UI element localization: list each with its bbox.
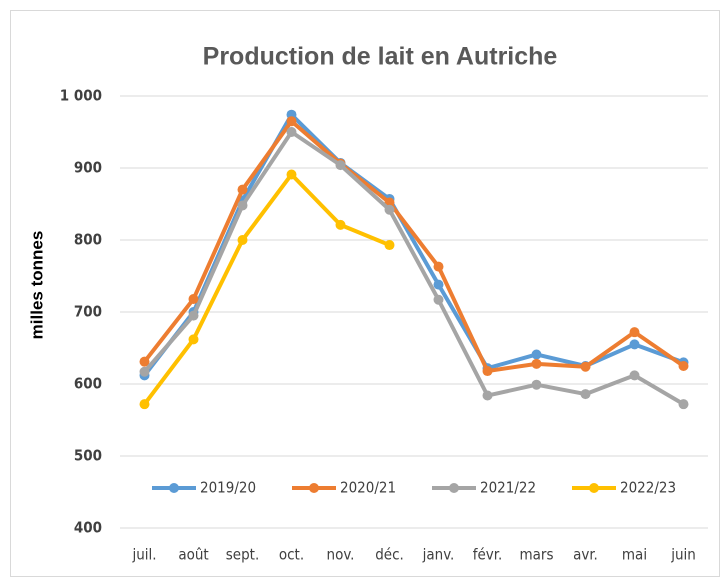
legend-marker bbox=[309, 483, 319, 493]
legend-label: 2022/23 bbox=[620, 479, 676, 497]
x-tick-label: oct. bbox=[279, 546, 304, 564]
data-point bbox=[482, 390, 493, 401]
legend-label: 2021/22 bbox=[480, 479, 536, 497]
data-point bbox=[139, 399, 150, 410]
series-line bbox=[142, 172, 391, 406]
data-point bbox=[286, 127, 297, 137]
data-point bbox=[286, 116, 297, 127]
data-point bbox=[531, 358, 542, 369]
legend-marker bbox=[589, 483, 599, 493]
series-line bbox=[142, 119, 685, 374]
data-point bbox=[237, 200, 248, 211]
data-point bbox=[629, 370, 640, 381]
legend-label: 2020/21 bbox=[340, 479, 396, 497]
data-point bbox=[580, 361, 591, 372]
data-point bbox=[531, 349, 542, 360]
legend-label: 2019/20 bbox=[200, 479, 256, 497]
y-tick-label: 600 bbox=[74, 375, 102, 393]
data-point bbox=[580, 389, 591, 400]
data-point bbox=[188, 294, 199, 305]
data-point bbox=[237, 184, 248, 195]
x-tick-label: févr. bbox=[473, 546, 503, 564]
data-point bbox=[433, 261, 444, 272]
x-tick-label: déc. bbox=[375, 546, 404, 564]
x-tick-label: juil. bbox=[131, 546, 156, 564]
x-tick-label: janv. bbox=[422, 546, 455, 564]
data-point bbox=[678, 361, 689, 371]
data-point bbox=[629, 339, 640, 350]
legend-marker bbox=[169, 483, 179, 493]
data-point bbox=[335, 160, 346, 171]
y-tick-label: 700 bbox=[74, 303, 102, 321]
x-tick-label: nov. bbox=[327, 546, 355, 564]
data-point bbox=[433, 279, 444, 290]
x-tick-label: sept. bbox=[226, 546, 259, 564]
data-point bbox=[433, 294, 444, 305]
x-tick-label: mai bbox=[622, 546, 647, 564]
y-tick-label: 900 bbox=[74, 159, 102, 177]
data-point bbox=[629, 327, 640, 338]
data-point bbox=[188, 310, 199, 321]
data-point bbox=[531, 379, 542, 390]
data-point bbox=[237, 235, 248, 245]
y-tick-label: 500 bbox=[74, 447, 102, 465]
data-point bbox=[335, 219, 346, 230]
x-tick-label: avr. bbox=[573, 546, 598, 564]
data-point bbox=[384, 204, 395, 215]
y-axis-label: milles tonnes bbox=[27, 231, 46, 340]
legend-marker bbox=[449, 483, 459, 493]
y-tick-label: 1 000 bbox=[60, 87, 102, 105]
data-point bbox=[482, 366, 493, 377]
data-point bbox=[678, 399, 689, 410]
data-point bbox=[188, 334, 199, 345]
chart-border bbox=[10, 10, 720, 577]
data-point bbox=[139, 366, 150, 377]
chart-title: Production de lait en Autriche bbox=[203, 43, 558, 71]
x-tick-label: mars bbox=[520, 546, 554, 564]
x-tick-label: juin bbox=[670, 546, 696, 564]
x-tick-label: août bbox=[178, 546, 208, 564]
data-point bbox=[139, 356, 150, 367]
data-point bbox=[286, 169, 297, 180]
y-tick-label: 400 bbox=[74, 519, 102, 537]
data-point bbox=[384, 240, 395, 251]
series-line bbox=[142, 130, 685, 406]
y-tick-label: 800 bbox=[74, 231, 102, 249]
